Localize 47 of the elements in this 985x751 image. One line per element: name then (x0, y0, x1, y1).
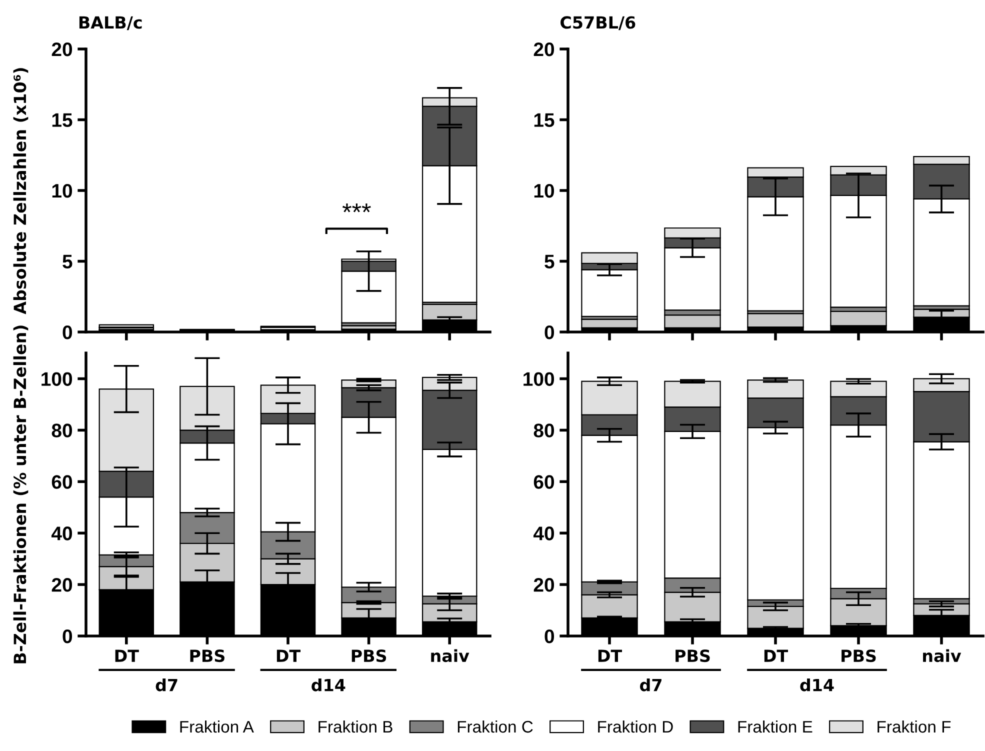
y-tick-label: 40 (533, 526, 554, 540)
y-tick-label: 100 (42, 372, 72, 386)
legend-label: Fraktion B (318, 720, 392, 733)
y-tick-label: 5 (62, 254, 72, 268)
y-tick-label: 15 (534, 113, 554, 127)
x-tick-label: DT (115, 650, 139, 662)
text: d14 (312, 678, 346, 692)
x-tick-label: DT (764, 650, 788, 662)
annotation: *** (342, 203, 371, 212)
text: d7 (156, 678, 178, 692)
x-tick-label: PBS (352, 649, 386, 662)
y-tick-label: 100 (524, 372, 554, 386)
y-axis-title: B-Zell-Fraktionen (% unter B-Zellen) (13, 326, 28, 664)
y-tick-label: 80 (534, 424, 554, 438)
y-tick-label: 10 (52, 184, 72, 198)
x-tick-label: PBS (676, 649, 710, 662)
y-tick-label: 0 (62, 325, 72, 340)
y-tick-label: 15 (52, 113, 72, 127)
y-tick-label: 60 (52, 475, 72, 489)
chart-title: BALB/c (79, 16, 142, 30)
y-tick-label: 0 (544, 325, 554, 340)
y-tick-label: 60 (534, 475, 554, 489)
y-tick-label: 0 (544, 629, 554, 644)
legend-label: Fraktion D (598, 720, 673, 733)
legend-label: Fraktion C (458, 720, 533, 733)
text: d7 (640, 678, 662, 692)
x-tick-label: naiv (923, 649, 962, 662)
legend-label: Fraktion A (180, 720, 254, 733)
y-tick-label: 20 (52, 42, 72, 56)
legend-label: Fraktion F (878, 720, 951, 733)
y-tick-label: 80 (52, 424, 72, 438)
chart-title: C57BL/6 (560, 16, 636, 30)
y-tick-label: 40 (51, 526, 72, 540)
text: d14 (800, 678, 834, 692)
y-tick-label: 20 (52, 578, 72, 592)
x-tick-label: PBS (190, 649, 224, 662)
x-tick-label: DT (276, 650, 301, 662)
y-tick-label: 0 (62, 629, 72, 644)
x-tick-label: DT (598, 650, 622, 662)
y-tick-label: 10 (534, 184, 554, 198)
x-tick-label: naiv (431, 649, 470, 662)
y-tick-label: 20 (534, 42, 554, 56)
y-tick-label: 5 (544, 254, 554, 268)
legend-label: Fraktion E (738, 720, 812, 733)
y-tick-label: 20 (534, 578, 554, 592)
y-axis-title: Absolute Zellzahlen (x10⁶) (13, 68, 28, 314)
x-tick-label: PBS (842, 649, 876, 662)
